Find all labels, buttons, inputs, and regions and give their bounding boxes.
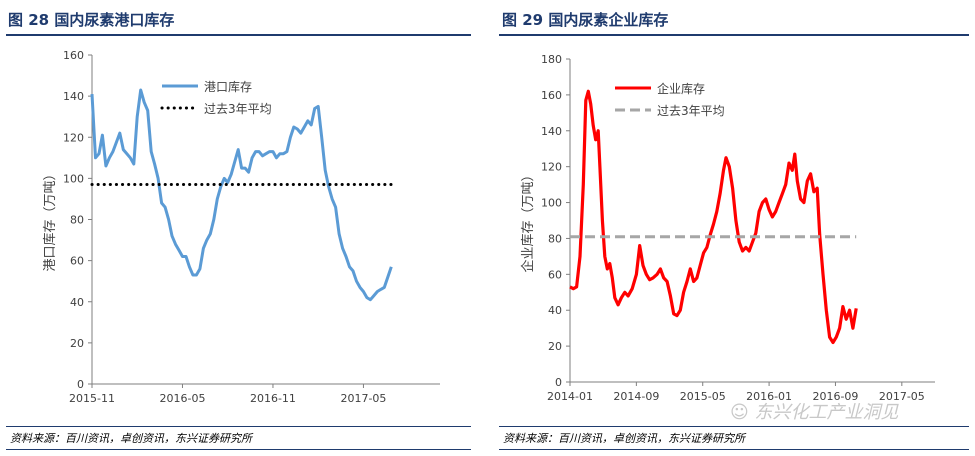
wechat-icon: ☺: [730, 402, 749, 423]
left-source-rule: [6, 426, 471, 427]
right-y-tick-label: 120: [541, 161, 562, 174]
left-y-axis-label: 港口库存（万吨）: [42, 167, 58, 271]
right-y-tick-label: 100: [541, 197, 562, 210]
left-x-tick-label: 2016-05: [159, 392, 205, 405]
left-chart-title: 图 28 国内尿素港口库存: [8, 11, 175, 29]
left-y-tick-label: 140: [63, 90, 84, 103]
left-y-tick-label: 0: [77, 378, 84, 391]
left-y-tick-label: 80: [70, 214, 84, 227]
right-y-tick-label: 160: [541, 89, 562, 102]
enterprise-inventory-chart: 0 20 40 60 80 100 120 140 160 180 2014-01 2014-09 20…: [520, 53, 935, 403]
left-legend-label-0: 港口库存: [204, 79, 252, 94]
right-x-tick-label: 2015-05: [680, 390, 726, 403]
watermark: ☺ 东兴化工产业洞见: [730, 398, 899, 424]
left-bottom-rule: [6, 449, 471, 450]
right-y-tick-label: 20: [548, 340, 562, 353]
watermark-text: 东兴化工产业洞见: [754, 402, 899, 423]
left-y-tick-label: 100: [63, 172, 84, 185]
right-y-tick-label: 140: [541, 125, 562, 138]
left-x-tick-label: 2017-05: [340, 392, 386, 405]
left-y-tick-label: 60: [70, 255, 84, 268]
left-x-tick-label: 2015-11: [69, 392, 115, 405]
right-bottom-rule: [499, 449, 969, 450]
right-x-tick-label: 2014-09: [613, 390, 659, 403]
right-y-axis-label: 企业库存（万吨）: [520, 168, 536, 272]
right-x-tick-label: 2016-09: [812, 390, 858, 403]
right-x-tick-label: 2016-01: [746, 390, 792, 403]
left-y-tick-label: 20: [70, 337, 84, 350]
right-y-tick-label: 40: [548, 304, 562, 317]
right-x-tick-label: 2017-05: [879, 390, 925, 403]
right-y-tick-label: 60: [548, 268, 562, 281]
right-series-line-0: [569, 89, 858, 345]
left-source-note: 资料来源：百川资讯，卓创资讯，东兴证券研究所: [10, 432, 252, 445]
right-y-tick-label: 0: [555, 376, 562, 389]
left-y-tick-label: 160: [63, 49, 84, 62]
right-source-note: 资料来源：百川资讯，卓创资讯，东兴证券研究所: [503, 432, 745, 445]
left-title-rule: [6, 34, 471, 36]
left-y-tick-label: 40: [70, 296, 84, 309]
right-chart-title: 图 29 国内尿素企业库存: [502, 11, 669, 29]
right-legend-label-1: 过去3年平均: [657, 104, 725, 118]
left-legend-label-1: 过去3年平均: [204, 102, 272, 116]
right-y-tick-label: 80: [548, 232, 562, 245]
right-x-tick-label: 2014-01: [547, 390, 593, 403]
left-series-line-0: [90, 88, 393, 302]
right-y-tick-label: 180: [541, 53, 562, 66]
right-source-rule: [499, 426, 969, 427]
right-title-rule: [499, 34, 969, 36]
right-legend-label-0: 企业库存: [657, 81, 705, 96]
left-x-tick-label: 2016-11: [250, 392, 296, 405]
left-y-tick-label: 120: [63, 131, 84, 144]
port-inventory-chart: 0 20 40 60 80 100 120 140 160 2015-11 2016-05 2016-…: [42, 49, 440, 405]
